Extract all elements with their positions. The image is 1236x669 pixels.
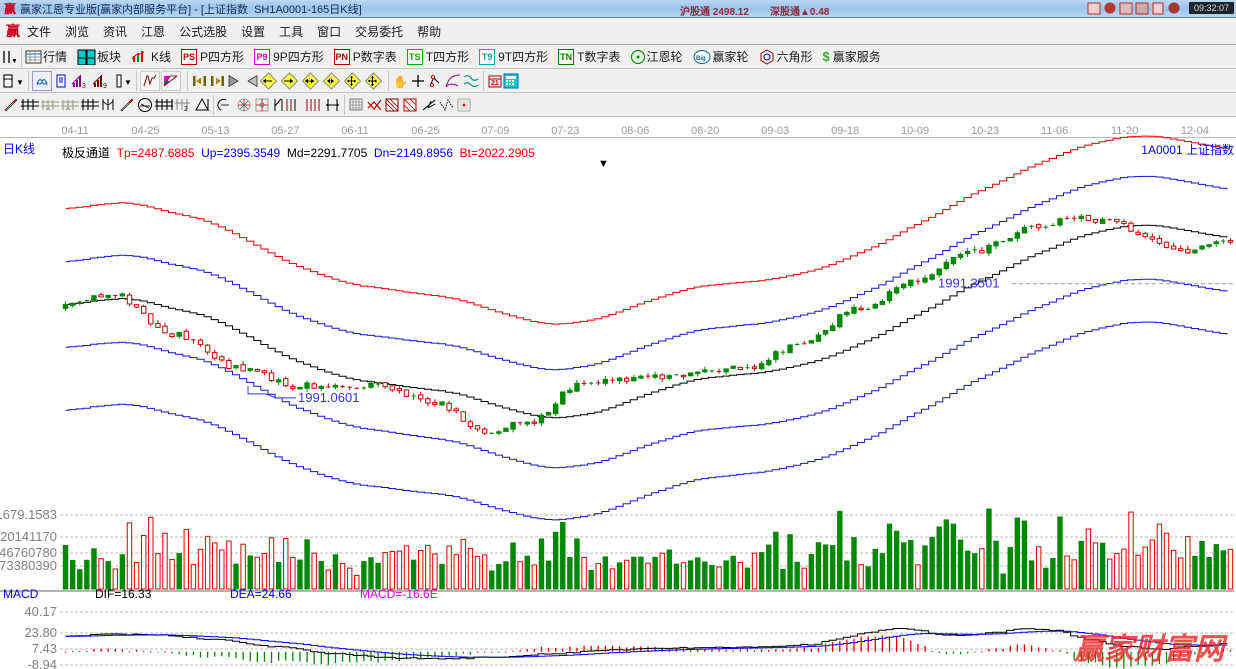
svg-text:▼: ▼ xyxy=(11,58,16,65)
svg-text:MACD: MACD xyxy=(3,587,39,601)
svg-text:DEA=24.66: DEA=24.66 xyxy=(230,587,292,601)
svg-text:220141170: 220141170 xyxy=(0,529,57,544)
svg-text:2: 2 xyxy=(184,106,188,113)
svg-text:1991.3501: 1991.3501 xyxy=(938,276,999,291)
svg-text:-8.94: -8.94 xyxy=(27,657,57,669)
svg-text:40.17: 40.17 xyxy=(24,604,57,619)
svg-text:1991.0601: 1991.0601 xyxy=(298,390,359,405)
svg-text:7.43: 7.43 xyxy=(32,641,57,656)
svg-text:MACD=-16.6E: MACD=-16.6E xyxy=(360,587,438,601)
svg-text:▼: ▼ xyxy=(124,78,132,87)
svg-text:▼: ▼ xyxy=(16,78,24,87)
svg-text:3: 3 xyxy=(82,83,86,89)
svg-text:Big: Big xyxy=(696,56,706,62)
svg-text:9: 9 xyxy=(103,83,107,89)
svg-text:73380390: 73380390 xyxy=(0,558,57,573)
svg-text:1679.1583: 1679.1583 xyxy=(0,507,57,522)
svg-text:21: 21 xyxy=(491,80,499,87)
svg-text:赢家财富网: 赢家财富网 xyxy=(1073,632,1228,666)
svg-text:23.80: 23.80 xyxy=(24,625,57,640)
svg-text:✋: ✋ xyxy=(393,75,408,89)
svg-text:DIF=16.33: DIF=16.33 xyxy=(95,587,152,601)
